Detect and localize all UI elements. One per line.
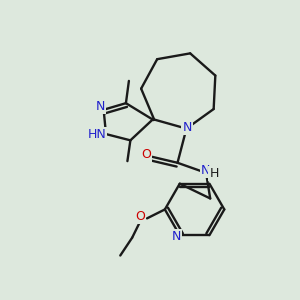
Text: O: O bbox=[136, 210, 146, 224]
Text: HN: HN bbox=[88, 128, 106, 141]
Text: N: N bbox=[201, 164, 210, 177]
Text: O: O bbox=[141, 148, 151, 161]
Text: N: N bbox=[172, 230, 182, 243]
Text: H: H bbox=[209, 167, 219, 180]
Text: N: N bbox=[96, 100, 105, 113]
Text: N: N bbox=[182, 121, 192, 134]
